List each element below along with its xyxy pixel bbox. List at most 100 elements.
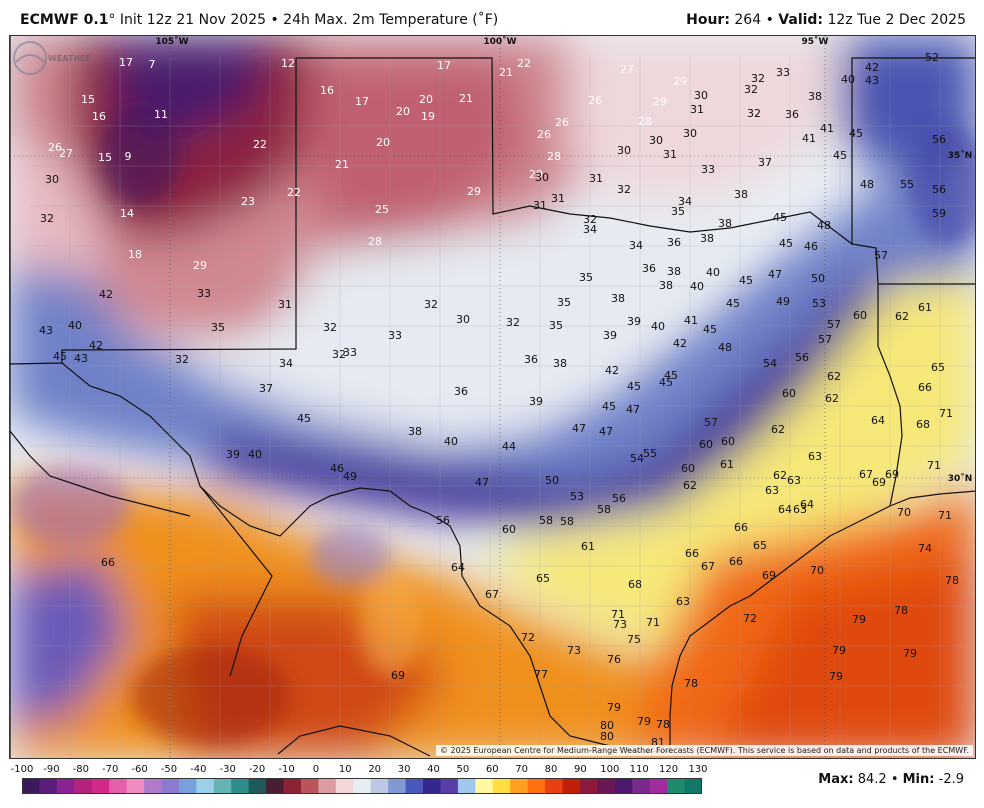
temperature-value: 60: [853, 309, 867, 322]
hour-label: Hour:: [686, 12, 730, 28]
temperature-value: 66: [734, 521, 748, 534]
temperature-value: 25: [375, 203, 389, 216]
temperature-value: 27: [59, 147, 73, 160]
temperature-value: 64: [778, 503, 792, 516]
temperature-value: 33: [776, 66, 790, 79]
temperature-value: 71: [939, 407, 953, 420]
temperature-value: 45: [297, 412, 311, 425]
temperature-value: 30: [649, 134, 663, 147]
colorbar-tick-label: 20: [368, 764, 382, 775]
temperature-value: 40: [68, 319, 82, 332]
lon-label-95: 95˚W: [802, 36, 829, 47]
colorbar-swatch: [579, 778, 598, 794]
colorbar-swatch: [231, 778, 250, 794]
temperature-value: 35: [671, 205, 685, 218]
colorbar-tick-label: 30: [397, 764, 411, 775]
temperature-value: 20: [396, 105, 410, 118]
temperature-value: 64: [800, 498, 814, 511]
colorbar-swatch: [457, 778, 476, 794]
colorbar-tick-label: -50: [160, 764, 178, 775]
temperature-value: 48: [718, 341, 732, 354]
colorbar-swatch: [335, 778, 354, 794]
temperature-value: 7: [149, 58, 156, 71]
colorbar-tick-label: 50: [456, 764, 470, 775]
temperature-value: 60: [502, 523, 516, 536]
temperature-value: 45: [602, 400, 616, 413]
temperature-value: 34: [629, 239, 643, 252]
temperature-value: 32: [424, 298, 438, 311]
colorbar-swatch: [144, 778, 163, 794]
temperature-value: 70: [897, 506, 911, 519]
temperature-value: 42: [673, 337, 687, 350]
temperature-value: 43: [74, 352, 88, 365]
temperature-value: 38: [408, 425, 422, 438]
temperature-value: 43: [865, 74, 879, 87]
temperature-value: 35: [579, 271, 593, 284]
colorbar-swatch: [196, 778, 215, 794]
temperature-value: 32: [747, 107, 761, 120]
colorbar-swatch: [109, 778, 128, 794]
temperature-value: 34: [583, 223, 597, 236]
temperature-value: 17: [437, 59, 451, 72]
temperature-value: 66: [101, 556, 115, 569]
temperature-value: 62: [825, 392, 839, 405]
temperature-value: 26: [555, 116, 569, 129]
temperature-value: 29: [653, 95, 667, 108]
color-scale-bar: [22, 778, 702, 794]
temperature-value: 45: [53, 350, 67, 363]
temperature-value: 56: [932, 183, 946, 196]
colorbar-tick-label: 110: [629, 764, 649, 775]
colorbar-swatch: [300, 778, 320, 794]
temperature-value: 53: [812, 297, 826, 310]
temperature-value: 63: [676, 595, 690, 608]
temperature-detail: [10, 106, 975, 746]
temperature-value: 40: [690, 280, 704, 293]
colorbar-swatch: [492, 778, 511, 794]
temperature-value: 33: [388, 329, 402, 342]
colorbar-swatch: [178, 778, 197, 794]
temperature-map[interactable]: 105˚W 100˚W 95˚W 35˚N 30˚N 17 7 12 17 22 21 27…: [9, 35, 976, 759]
temperature-value: 69: [885, 468, 899, 481]
temperature-value: 47: [768, 268, 782, 281]
temperature-value: 49: [343, 470, 357, 483]
lon-label-105: 105˚W: [155, 36, 188, 47]
temperature-value: 62: [827, 370, 841, 383]
temperature-value: 15: [81, 93, 95, 106]
temperature-value: 40: [651, 320, 665, 333]
temperature-value: 67: [859, 468, 873, 481]
temperature-value: 20: [419, 93, 433, 106]
temperature-value: 79: [829, 670, 843, 683]
temperature-value: 58: [539, 514, 553, 527]
temperature-value: 36: [454, 385, 468, 398]
temperature-value: 31: [663, 148, 677, 161]
temperature-value: 21: [499, 66, 513, 79]
colorbar-swatch: [562, 778, 581, 794]
temperature-value: 62: [895, 310, 909, 323]
temperature-value: 55: [643, 447, 657, 460]
colorbar-swatch: [161, 778, 180, 794]
temperature-value: 38: [718, 217, 732, 230]
temperature-value: 67: [701, 560, 715, 573]
temperature-value: 47: [626, 403, 640, 416]
temperature-value: 32: [40, 212, 54, 225]
temperature-value: 64: [451, 561, 465, 574]
temperature-value: 36: [642, 262, 656, 275]
temperature-value: 48: [860, 178, 874, 191]
temperature-value: 37: [758, 156, 772, 169]
temperature-value: 79: [637, 715, 651, 728]
temperature-value: 65: [753, 539, 767, 552]
temperature-value: 26: [537, 128, 551, 141]
temperature-value: 77: [534, 668, 548, 681]
max-min-stats: Max: 84.2 • Min: -2.9: [818, 772, 964, 787]
temperature-value: 36: [785, 108, 799, 121]
lat-label-30: 30˚N: [948, 473, 973, 484]
colorbar-swatch: [74, 778, 93, 794]
temperature-value: 39: [529, 395, 543, 408]
temperature-value: 56: [932, 133, 946, 146]
temperature-value: 38: [553, 357, 567, 370]
temperature-value: 41: [684, 314, 698, 327]
temperature-value: 54: [763, 357, 777, 370]
temperature-value: 16: [92, 110, 106, 123]
temperature-value: 62: [773, 469, 787, 482]
